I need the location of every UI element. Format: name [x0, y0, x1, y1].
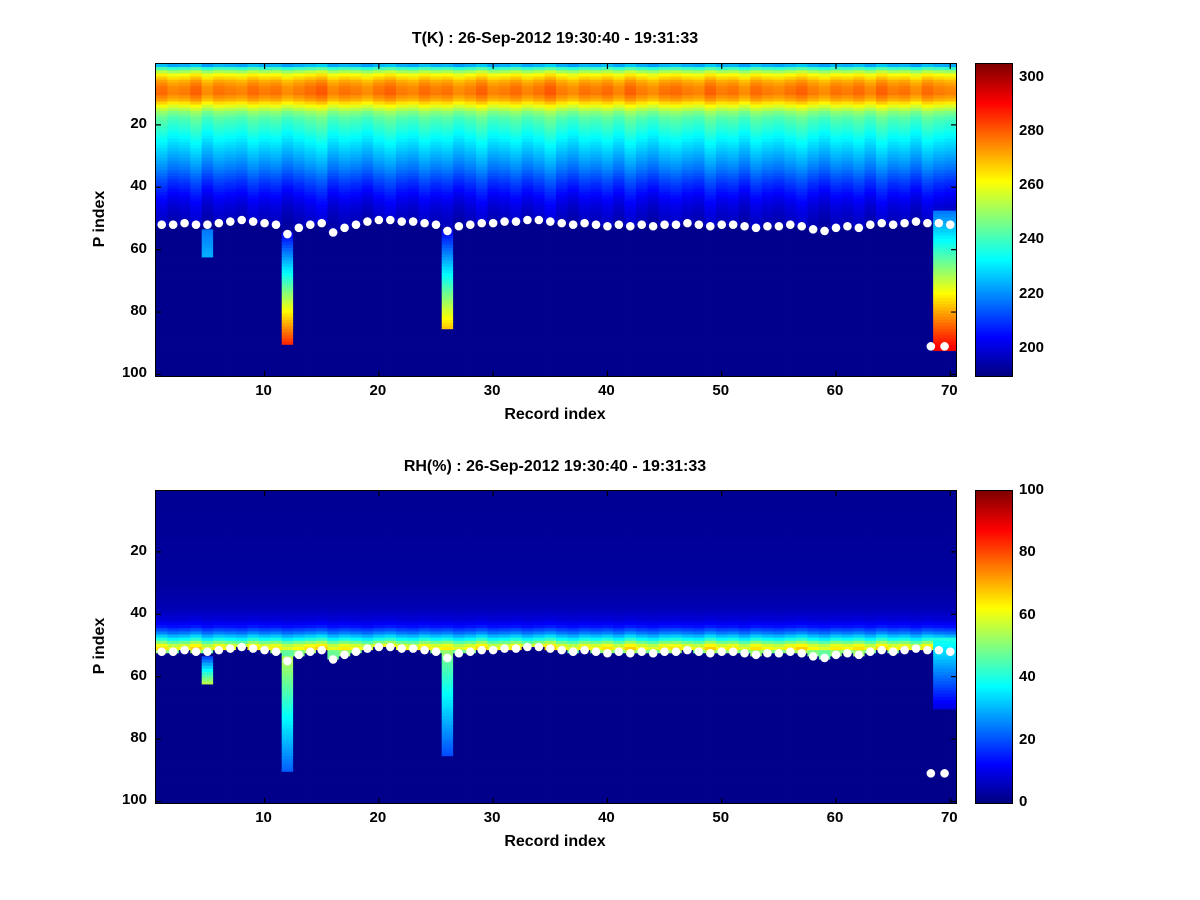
humidity-colorbar-canvas: [975, 490, 1013, 804]
y-tick-label: 80: [130, 729, 147, 747]
humidity-heatmap-canvas: [155, 490, 957, 804]
x-tick-label: 50: [712, 809, 730, 826]
colorbar-tick-label: 100: [1019, 481, 1045, 498]
x-tick-label: 40: [598, 809, 615, 826]
colorbar-tick-label: 40: [1019, 668, 1036, 686]
temperature-heatmap-canvas: [155, 63, 957, 377]
x-tick-label: 40: [598, 382, 615, 399]
x-tick-label: 30: [483, 809, 501, 826]
temperature-xlabel: Record index: [504, 406, 606, 423]
x-tick-label: 10: [255, 809, 272, 826]
x-tick-label: 70: [940, 382, 958, 399]
x-tick-label: 20: [369, 809, 387, 826]
x-tick-label: 10: [255, 382, 272, 399]
y-tick-label: 60: [130, 239, 147, 257]
x-tick-label: 20: [369, 382, 387, 399]
x-tick-label: 30: [483, 382, 501, 399]
y-tick-label: 60: [130, 666, 147, 684]
x-tick-label: 60: [826, 809, 844, 826]
x-tick-label: 70: [940, 809, 958, 826]
colorbar-tick-label: 60: [1019, 605, 1036, 623]
colorbar-tick-label: 280: [1019, 121, 1045, 139]
y-tick-label: 100: [121, 364, 147, 382]
humidity-ylabel: P index: [91, 617, 108, 675]
y-tick-label: 40: [130, 177, 147, 195]
x-tick-label: 60: [826, 382, 844, 399]
y-tick-label: 100: [121, 791, 147, 809]
y-tick-label: 20: [130, 541, 147, 559]
x-tick-label: 50: [712, 382, 730, 399]
y-tick-label: 20: [130, 114, 147, 132]
colorbar-tick-label: 200: [1019, 338, 1045, 356]
y-tick-label: 40: [130, 604, 147, 622]
colorbar-tick-label: 20: [1019, 730, 1036, 748]
colorbar-tick-label: 300: [1019, 67, 1045, 85]
humidity-xlabel: Record index: [504, 833, 606, 850]
temperature-colorbar-canvas: [975, 63, 1013, 377]
temperature-title: T(K) : 26-Sep-2012 19:30:40 - 19:31:33: [411, 30, 699, 47]
colorbar-tick-label: 240: [1019, 230, 1045, 248]
colorbar-tick-label: 260: [1019, 176, 1045, 194]
colorbar-tick-label: 220: [1019, 284, 1045, 302]
temperature-ylabel: P index: [91, 190, 108, 248]
humidity-title: RH(%) : 26-Sep-2012 19:30:40 - 19:31:33: [403, 458, 707, 475]
colorbar-tick-label: 80: [1019, 543, 1036, 561]
colorbar-tick-label: 0: [1019, 793, 1028, 810]
y-tick-label: 80: [130, 302, 147, 320]
